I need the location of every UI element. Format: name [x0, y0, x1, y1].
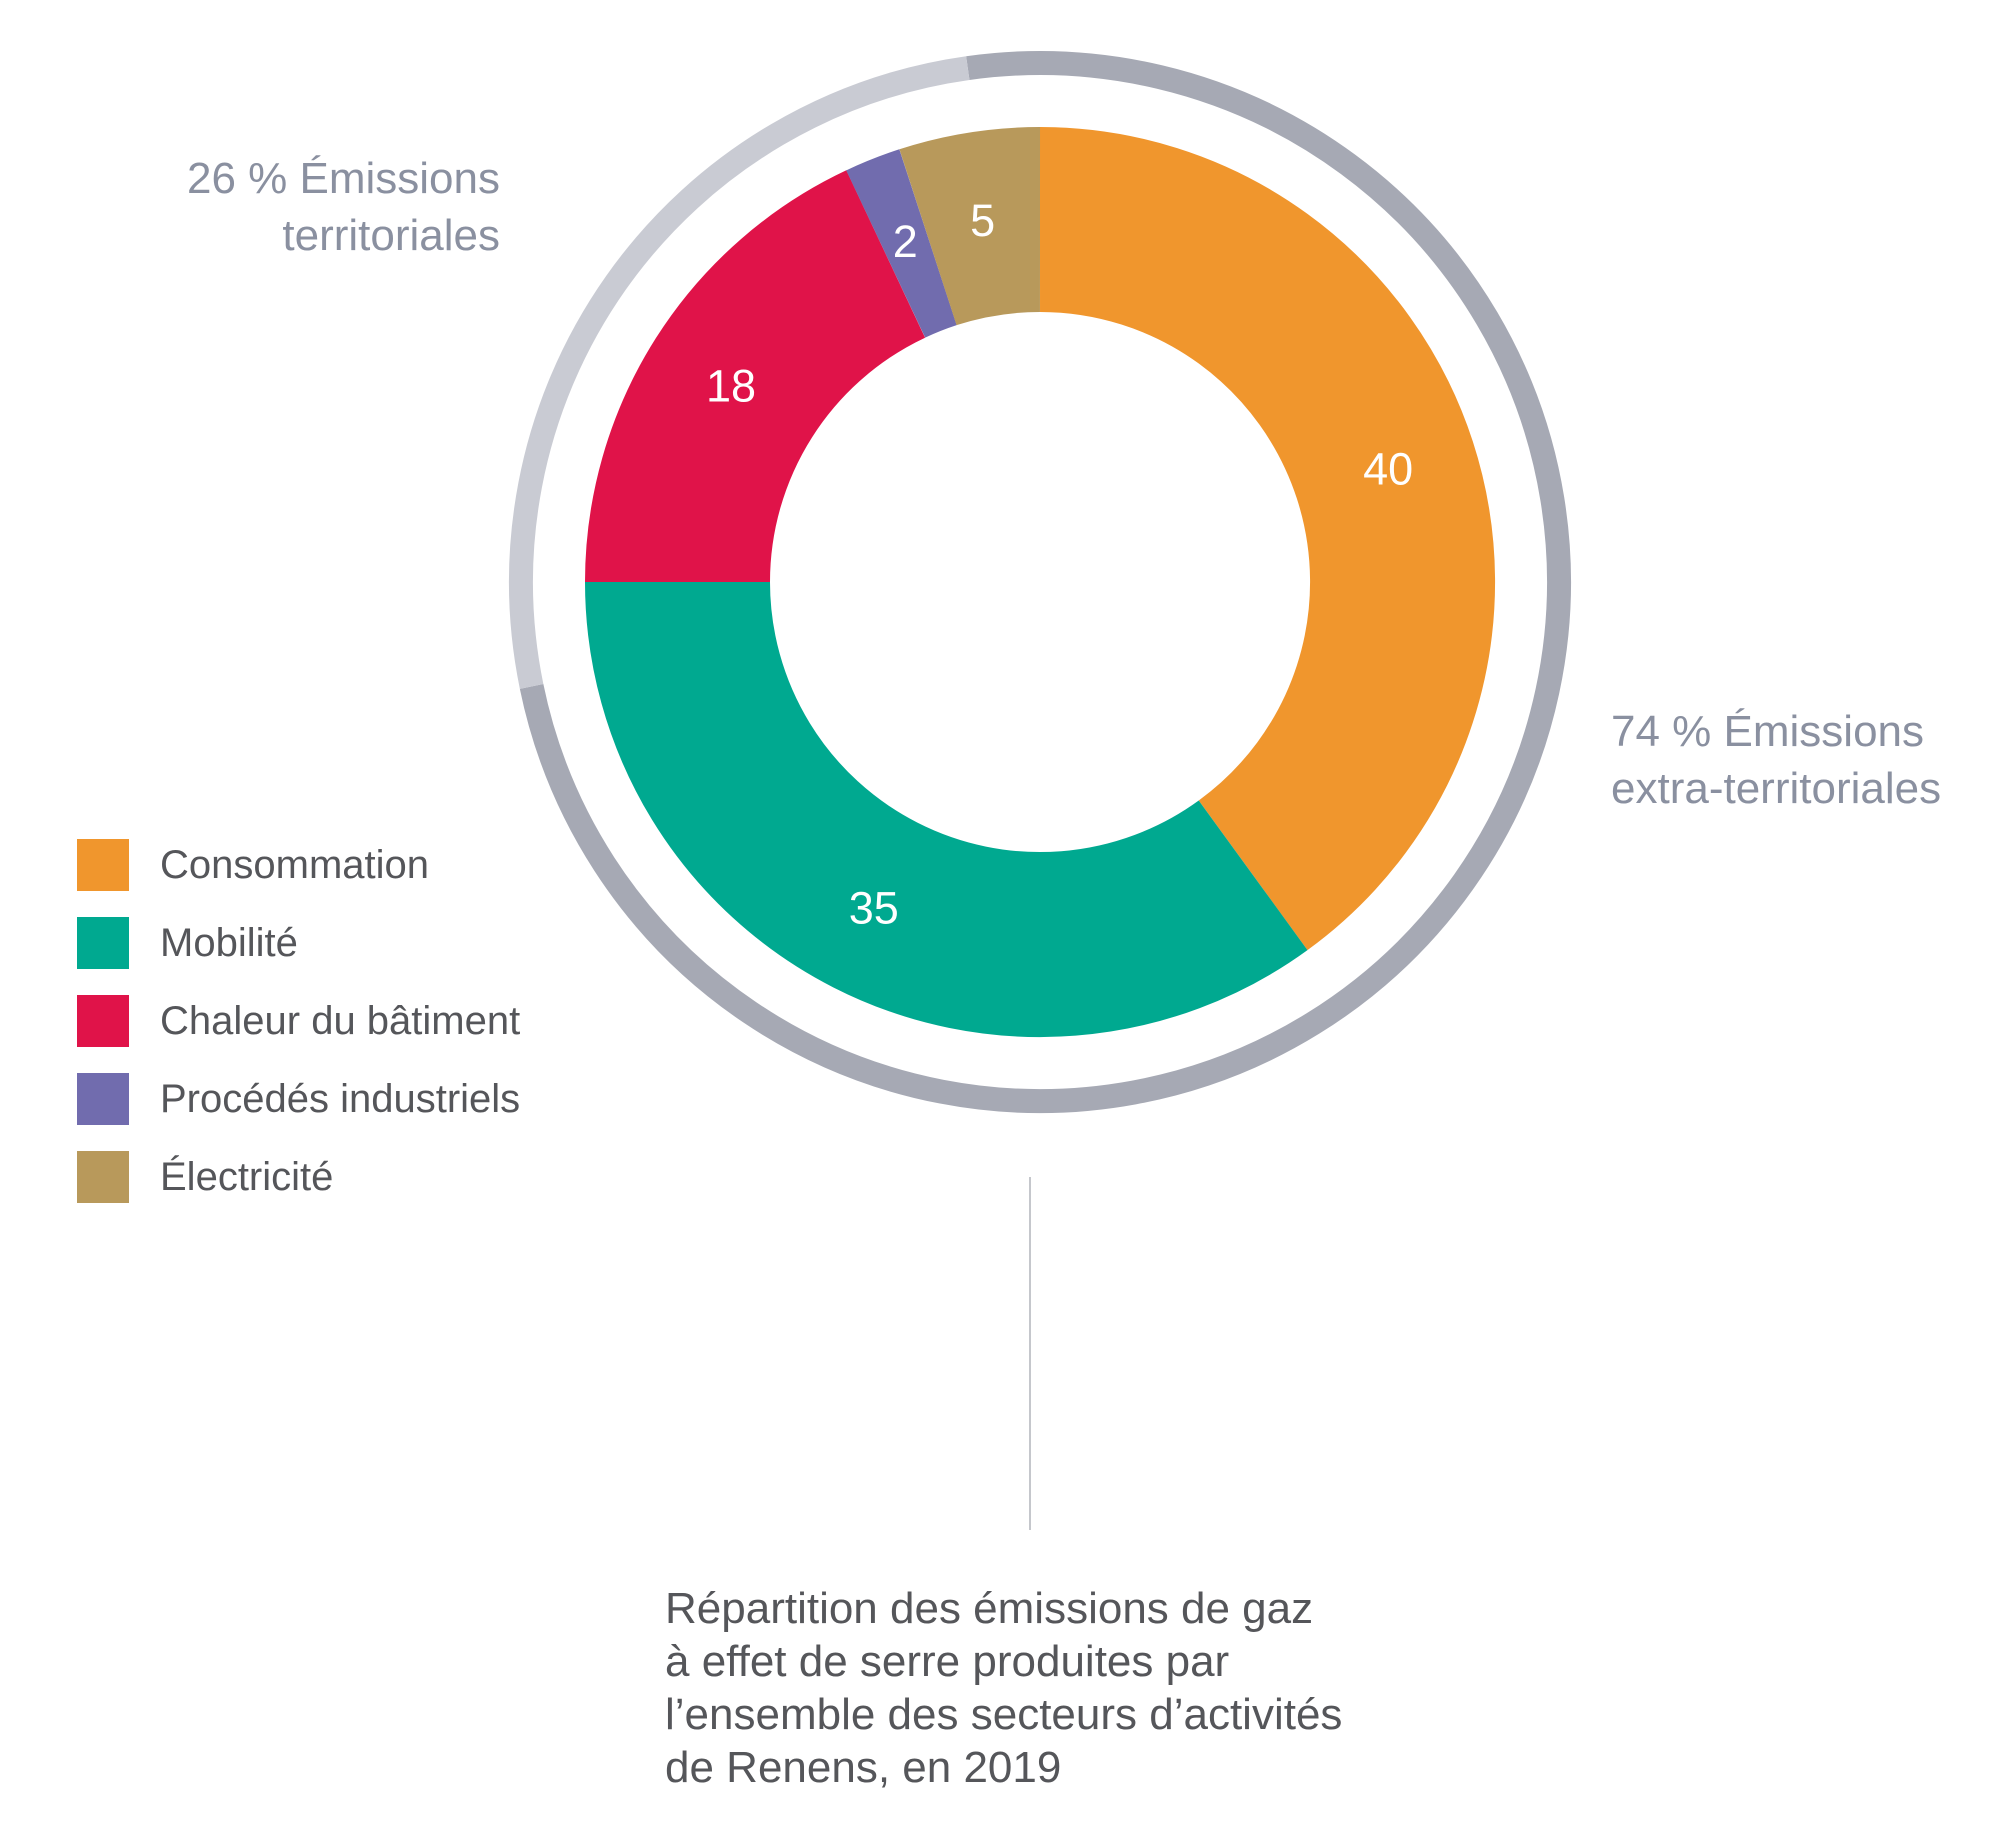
- legend-item-consommation: Consommation: [77, 839, 520, 891]
- donut-segment-1: [585, 580, 1308, 1037]
- caption-line-4: de Renens, en 2019: [665, 1743, 1062, 1792]
- donut-segment-3: [846, 149, 959, 339]
- legend-item-mobilite: Mobilité: [77, 917, 520, 969]
- territorial-emissions-line1: 26 % Émissions: [186, 154, 500, 203]
- legend-item-chaleur-du-batiment: Chaleur du bâtiment: [77, 995, 520, 1047]
- legend: Consommation Mobilité Chaleur du bâtimen…: [77, 839, 520, 1203]
- mobilite-swatch-icon: [77, 917, 129, 969]
- donut-segments-group: [585, 126, 1496, 1037]
- extraterritorial-emissions-line2: extra-territoriales: [1611, 764, 1942, 813]
- donut-segment-2: [585, 170, 927, 584]
- legend-label-chaleur-du-batiment: Chaleur du bâtiment: [160, 998, 521, 1043]
- extraterritorial-emissions-line1: 74 % Émissions: [1611, 707, 1925, 756]
- segment-value-labels-group: 40 35 18 2 5: [706, 195, 1413, 934]
- legend-item-electricite: Électricité: [77, 1151, 520, 1203]
- extraterritorial-emissions-label: 74 % Émissions extra-territoriales: [1611, 703, 1941, 817]
- outer-ring-group: [509, 51, 1571, 1114]
- legend-label-procedes-industriels: Procédés industriels: [160, 1076, 521, 1121]
- legend-label-mobilite: Mobilité: [160, 920, 298, 965]
- chaleur-du-batiment-swatch-icon: [77, 995, 129, 1047]
- procedes-industriels-swatch-icon: [77, 1073, 129, 1125]
- legend-label-electricite: Électricité: [160, 1154, 334, 1199]
- electricite-swatch-icon: [77, 1151, 129, 1203]
- legend-label-consommation: Consommation: [160, 842, 430, 887]
- segment-value-label-1: 35: [849, 883, 899, 934]
- caption-line-3: l’ensemble des secteurs d’activités: [665, 1690, 1343, 1739]
- chart-caption: Répartition des émissions de gaz à effet…: [665, 1582, 1342, 1794]
- outer-ring-arc-1: [509, 56, 970, 689]
- territorial-emissions-label: 26 % Émissions territoriales: [95, 150, 500, 264]
- caption-line-1: Répartition des émissions de gaz: [665, 1584, 1314, 1633]
- legend-item-procedes-industriels: Procédés industriels: [77, 1073, 520, 1125]
- segment-value-label-4: 5: [970, 195, 995, 246]
- donut-segment-0: [1038, 127, 1496, 951]
- consommation-swatch-icon: [77, 839, 129, 891]
- caption-line-2: à effet de serre produites par: [665, 1637, 1230, 1686]
- outer-ring-arc-0: [519, 51, 1571, 1114]
- territorial-emissions-line2: territoriales: [282, 211, 500, 260]
- segment-value-label-2: 18: [706, 360, 756, 411]
- segment-value-label-0: 40: [1363, 443, 1413, 494]
- segment-value-label-3: 2: [893, 216, 918, 267]
- caption-connector-line: [1029, 1177, 1031, 1530]
- donut-segment-4: [899, 126, 1042, 326]
